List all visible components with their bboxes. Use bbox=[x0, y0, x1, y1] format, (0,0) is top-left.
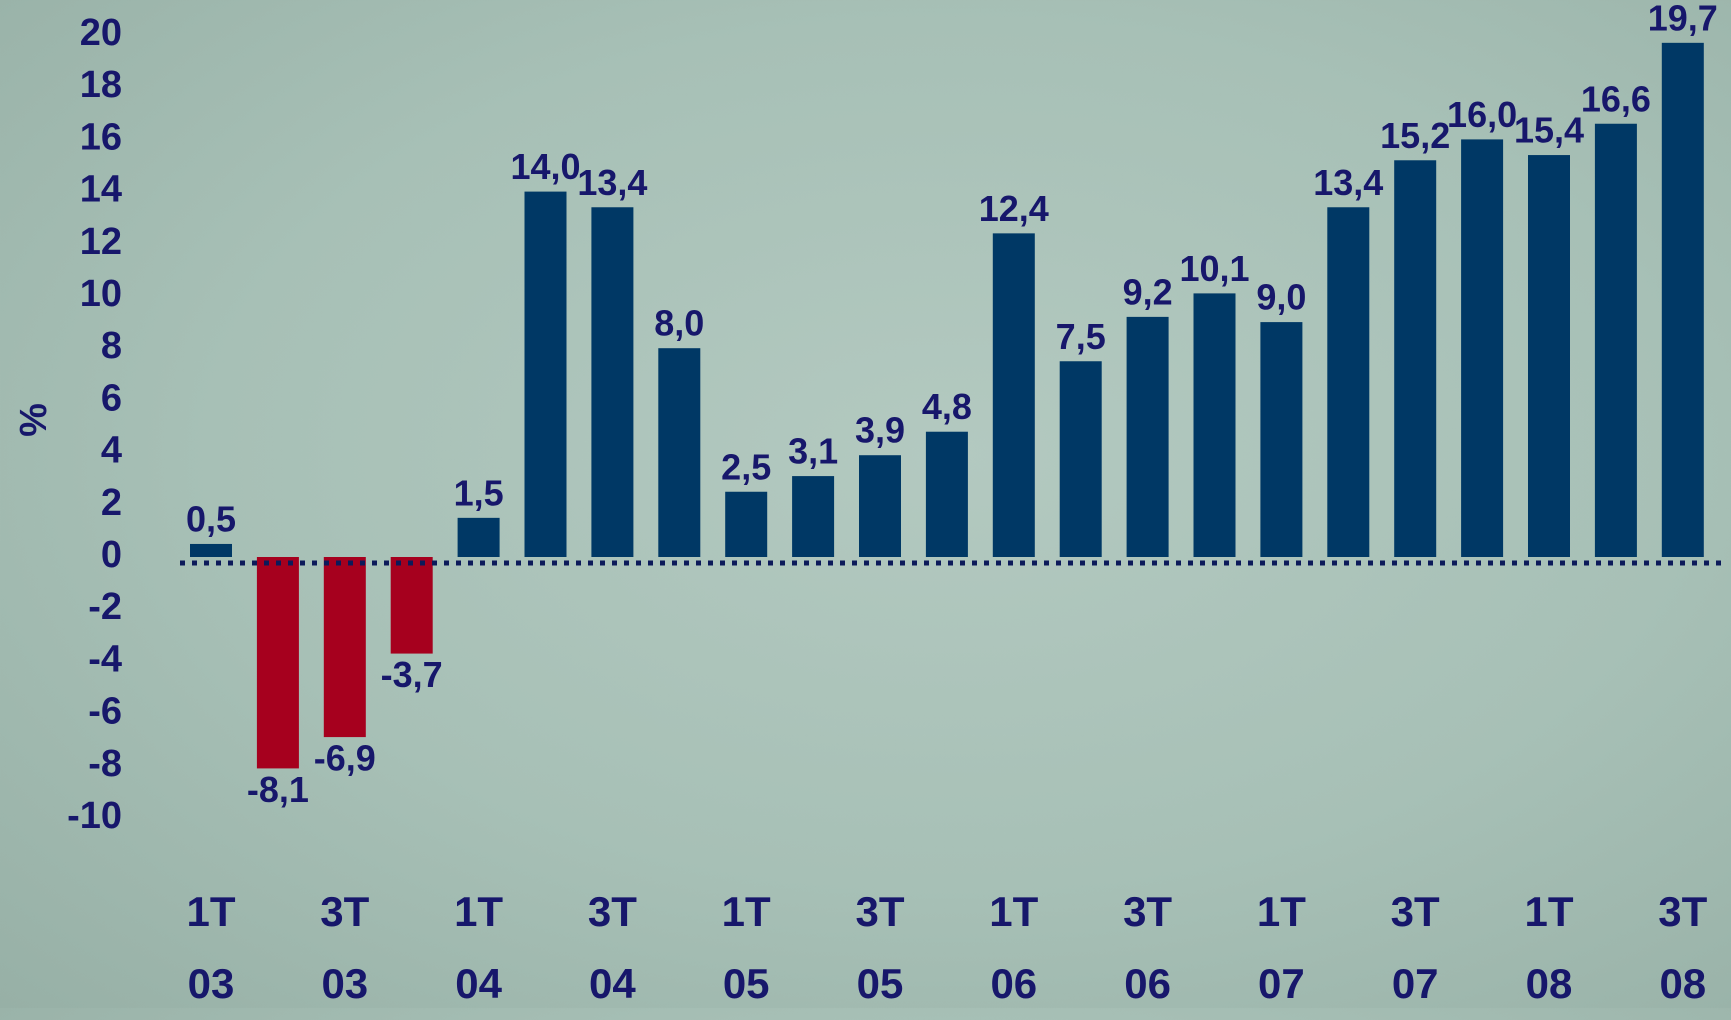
bar bbox=[390, 557, 433, 654]
y-tick-label: -2 bbox=[88, 586, 122, 628]
value-label: 0,5 bbox=[186, 498, 236, 539]
bar bbox=[1126, 316, 1169, 557]
bar bbox=[925, 431, 968, 557]
bar bbox=[1594, 123, 1637, 558]
value-label: -3,7 bbox=[381, 654, 443, 695]
value-label: 13,4 bbox=[577, 162, 647, 203]
y-tick-label: 10 bbox=[80, 273, 122, 315]
bar bbox=[1193, 293, 1236, 557]
y-tick-label: -6 bbox=[88, 691, 122, 733]
y-tick-label: 14 bbox=[80, 169, 122, 211]
y-tick-label: 8 bbox=[101, 325, 122, 367]
x-tick-label: 3T 08 bbox=[1658, 888, 1708, 1007]
bar bbox=[1059, 361, 1102, 557]
x-tick-label: 1T 05 bbox=[721, 888, 771, 1007]
x-tick-label: 1T 03 bbox=[186, 888, 236, 1007]
value-label: 3,9 bbox=[855, 410, 905, 451]
value-label: -8,1 bbox=[247, 769, 309, 810]
y-tick-label: 6 bbox=[101, 377, 122, 419]
value-label: 16,6 bbox=[1581, 78, 1651, 119]
bar bbox=[725, 491, 768, 557]
y-tick-label: -4 bbox=[88, 638, 122, 680]
bar bbox=[1461, 139, 1504, 557]
x-tick-label: 3T 03 bbox=[320, 888, 370, 1007]
y-tick-label: -10 bbox=[67, 795, 122, 837]
x-tick-label: 3T 07 bbox=[1390, 888, 1440, 1007]
value-label: 1,5 bbox=[454, 472, 504, 513]
value-label: 15,4 bbox=[1514, 110, 1584, 151]
value-label: 7,5 bbox=[1056, 316, 1106, 357]
x-tick-label: 3T 06 bbox=[1123, 888, 1173, 1007]
x-tick-label: 1T 04 bbox=[454, 888, 504, 1007]
value-label: 3,1 bbox=[788, 431, 838, 472]
value-label: 19,7 bbox=[1648, 0, 1718, 38]
bar bbox=[1327, 207, 1370, 557]
value-label: 4,8 bbox=[922, 386, 972, 427]
bar bbox=[190, 543, 232, 557]
bar bbox=[457, 517, 500, 557]
bar bbox=[524, 191, 567, 557]
value-label: 9,0 bbox=[1256, 277, 1306, 318]
value-label: 13,4 bbox=[1313, 162, 1383, 203]
y-tick-label: 20 bbox=[80, 12, 122, 54]
y-tick-label: 0 bbox=[101, 534, 122, 576]
value-label: 9,2 bbox=[1123, 271, 1173, 312]
bar bbox=[658, 348, 701, 557]
bar bbox=[323, 557, 366, 738]
value-label: 14,0 bbox=[510, 146, 580, 187]
value-label: 15,2 bbox=[1380, 115, 1450, 156]
y-tick-label: 2 bbox=[101, 482, 122, 524]
bar bbox=[792, 476, 835, 557]
x-tick-label: 1T 06 bbox=[989, 888, 1039, 1007]
y-tick-label: 18 bbox=[80, 64, 122, 106]
y-axis-label: % bbox=[13, 403, 55, 437]
y-tick-label: -8 bbox=[88, 743, 122, 785]
bar bbox=[1394, 160, 1437, 557]
y-tick-label: 16 bbox=[80, 116, 122, 158]
x-tick-label: 3T 05 bbox=[855, 888, 905, 1007]
x-tick-label: 1T 08 bbox=[1524, 888, 1574, 1007]
value-label: 2,5 bbox=[721, 446, 771, 487]
value-label: -6,9 bbox=[314, 738, 376, 779]
value-label: 10,1 bbox=[1179, 248, 1249, 289]
bar bbox=[859, 455, 901, 557]
bar bbox=[1661, 42, 1704, 557]
bar bbox=[256, 557, 299, 769]
value-label: 16,0 bbox=[1447, 94, 1517, 135]
bar bbox=[1528, 155, 1570, 557]
y-tick-label: 4 bbox=[101, 430, 122, 472]
value-label: 12,4 bbox=[979, 188, 1049, 229]
x-tick-label: 1T 07 bbox=[1256, 888, 1306, 1007]
x-tick-label: 3T 04 bbox=[587, 888, 637, 1007]
y-tick-label: 12 bbox=[80, 221, 122, 263]
value-label: 8,0 bbox=[654, 303, 704, 344]
bar bbox=[1260, 322, 1303, 557]
bar bbox=[992, 233, 1035, 558]
bar bbox=[591, 207, 634, 557]
